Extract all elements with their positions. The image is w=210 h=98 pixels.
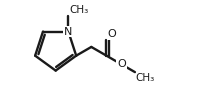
Text: O: O — [108, 29, 116, 39]
Text: CH₃: CH₃ — [136, 73, 155, 83]
Text: N: N — [64, 27, 72, 37]
Text: CH₃: CH₃ — [69, 5, 89, 15]
Text: O: O — [117, 59, 126, 69]
